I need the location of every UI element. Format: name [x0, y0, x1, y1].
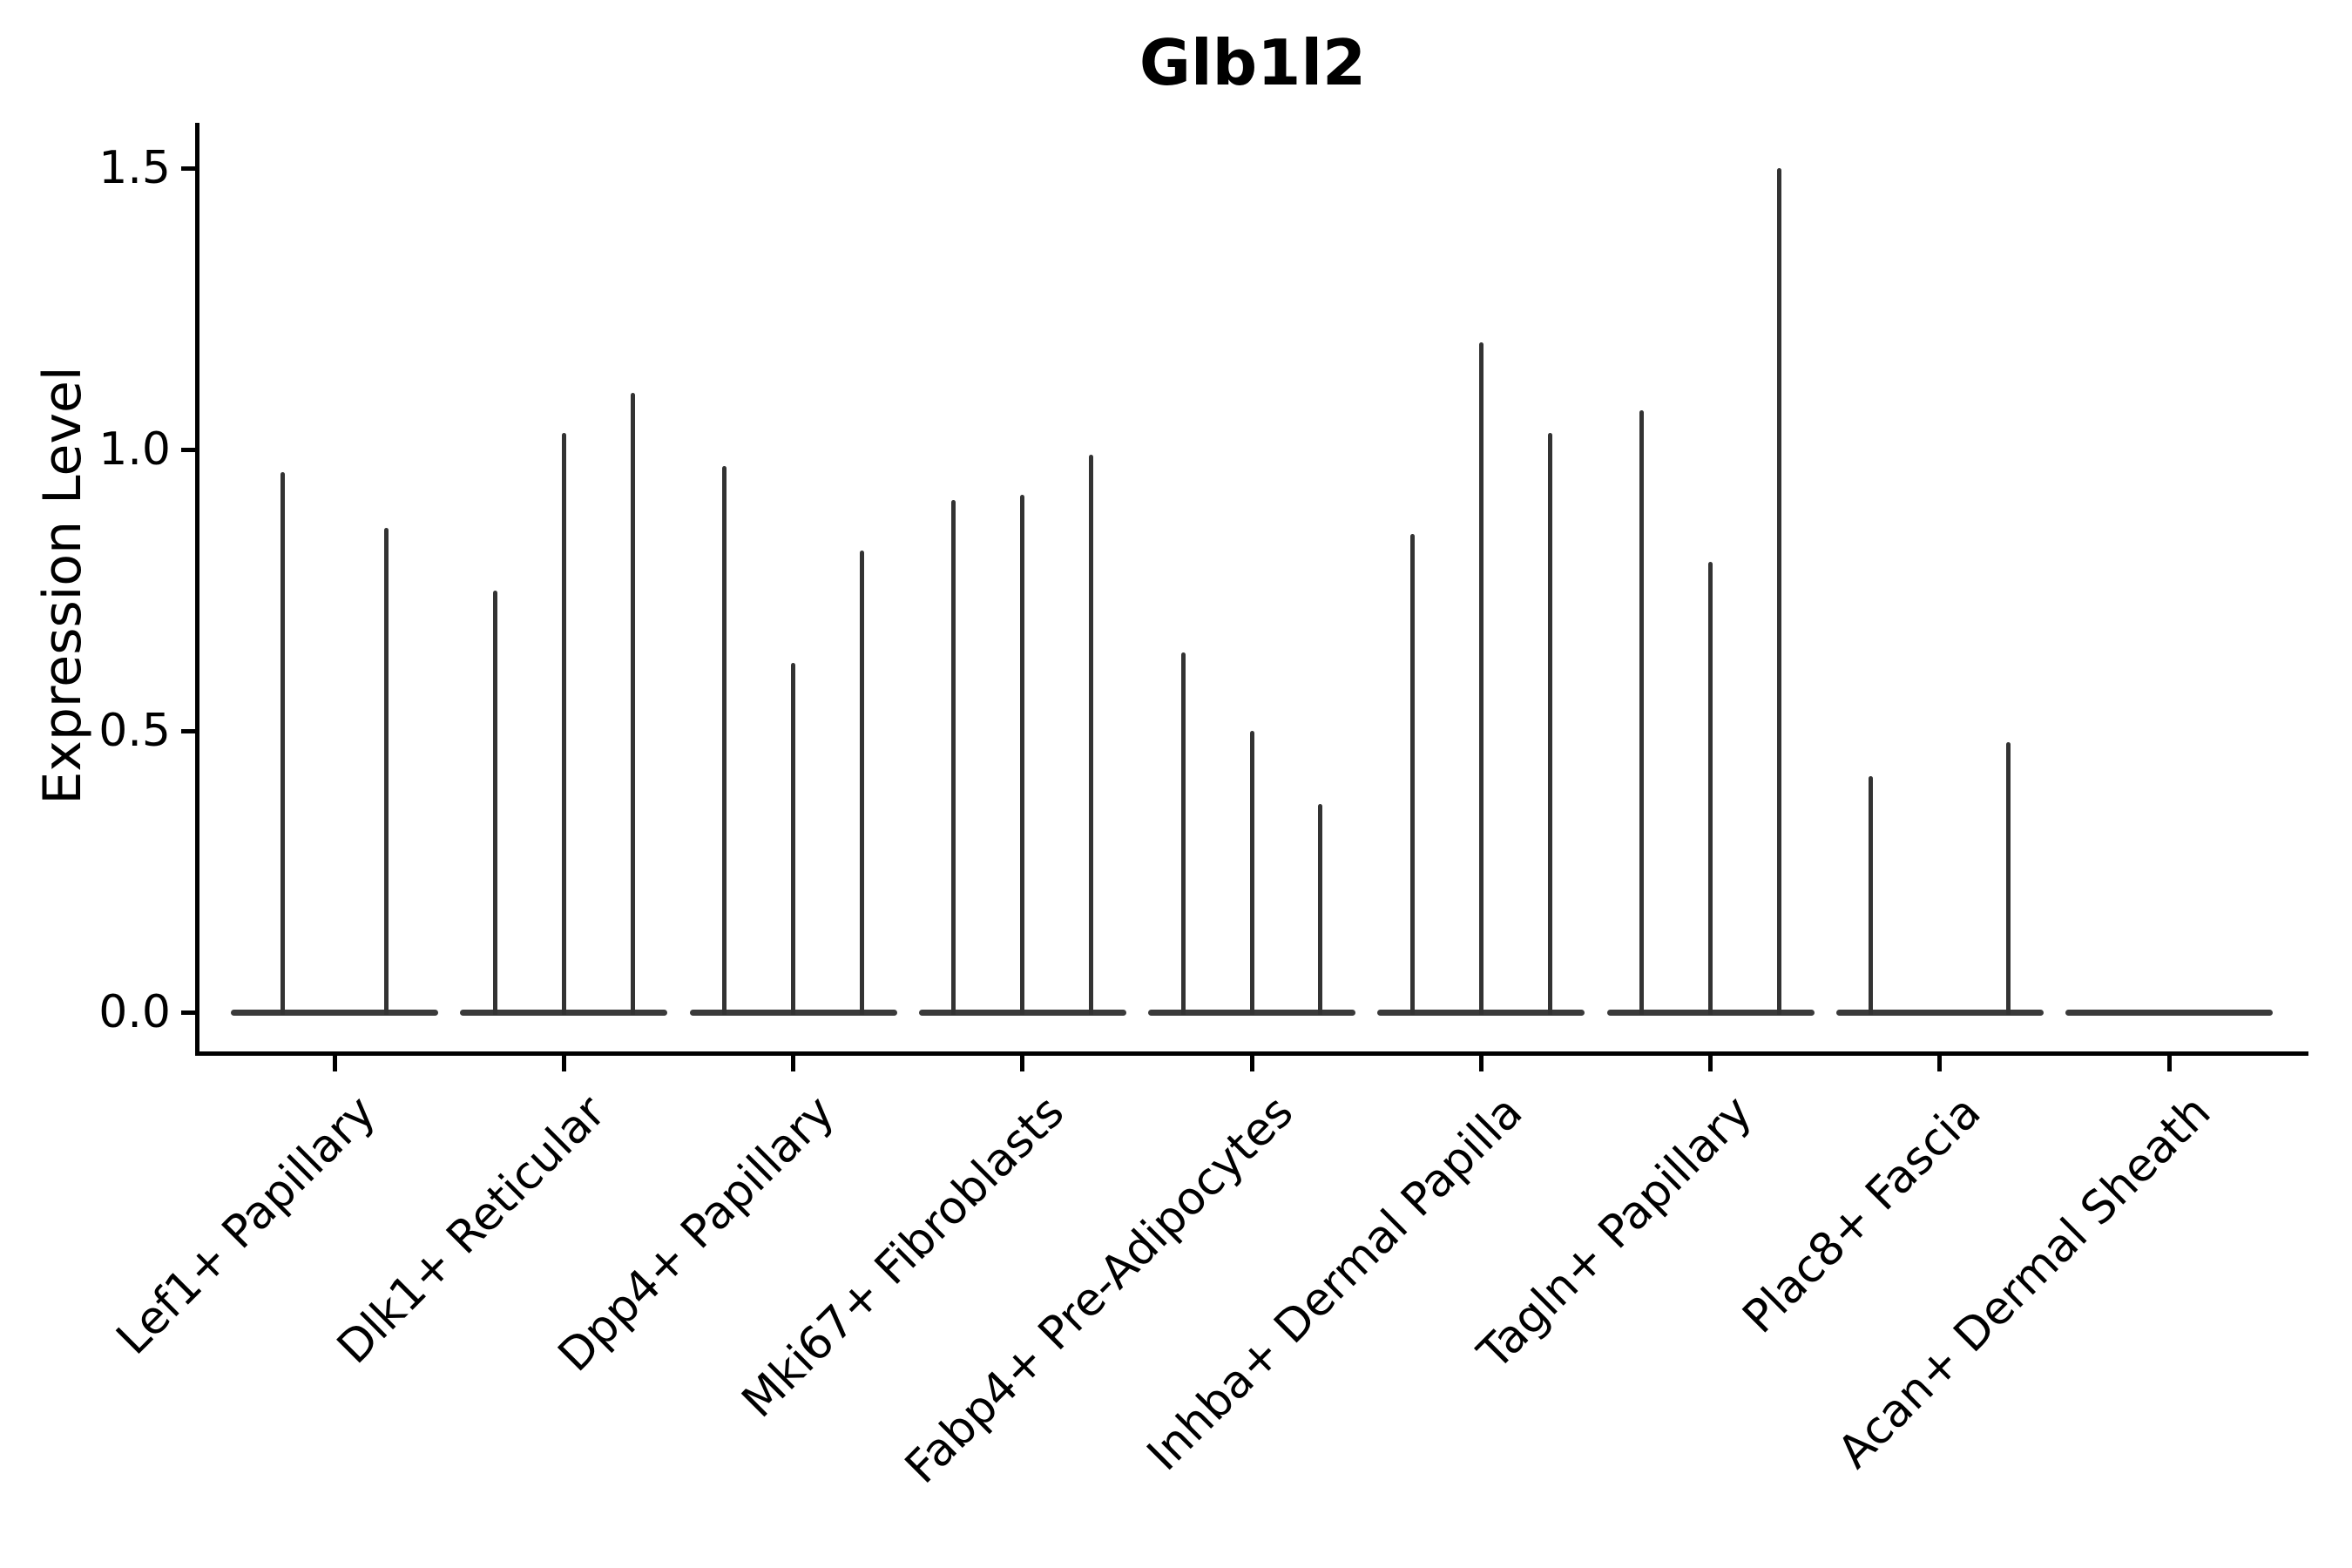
violin-spike	[951, 500, 956, 1015]
violin-spike	[1708, 562, 1713, 1015]
x-tick	[1249, 1056, 1254, 1071]
violin-spike	[280, 471, 286, 1015]
chart-title: Glb1l2	[1139, 26, 1367, 99]
violin-spike	[1776, 168, 1781, 1015]
x-tick	[791, 1056, 795, 1071]
violin-spike	[1478, 342, 1484, 1015]
violin-baseline	[2065, 1009, 2273, 1016]
violin-spike	[2006, 741, 2011, 1015]
y-tick	[181, 728, 195, 733]
violin-spike	[383, 528, 389, 1015]
violin-spike	[1639, 409, 1645, 1015]
violin-spike	[1869, 775, 1874, 1015]
x-tick	[1937, 1056, 1943, 1071]
x-tick	[561, 1056, 566, 1071]
violin-spike	[859, 551, 864, 1015]
x-tick-label: Acan+ Dermal Sheath	[1828, 1085, 2221, 1479]
violin-spike	[630, 393, 635, 1015]
violin-spike	[1547, 432, 1552, 1015]
y-tick	[181, 447, 195, 452]
x-tick	[1020, 1056, 1025, 1071]
y-tick-label: 0.0	[98, 986, 171, 1038]
y-tick	[181, 166, 195, 171]
x-tick	[332, 1056, 337, 1071]
x-tick	[1478, 1056, 1484, 1071]
violin-spike	[1089, 455, 1094, 1015]
violin-spike	[1318, 803, 1323, 1015]
x-tick-label: Fabp4+ Pre-Adipocytes	[895, 1085, 1304, 1494]
violin-baseline	[231, 1009, 438, 1016]
y-tick-label: 0.5	[98, 705, 171, 757]
violin-spike	[1180, 652, 1186, 1015]
violin-spike	[1249, 731, 1254, 1015]
y-tick-label: 1.0	[98, 423, 171, 476]
x-tick-label: Plac8+ Fascia	[1733, 1085, 1991, 1344]
violin-spike	[492, 590, 497, 1015]
violin-spike	[1020, 494, 1025, 1015]
y-tick-label: 1.5	[98, 142, 171, 194]
x-tick-label: Inhba+ Dermal Papilla	[1137, 1085, 1533, 1482]
y-axis	[195, 123, 199, 1056]
violin-spike	[791, 663, 795, 1015]
violin-spike	[561, 432, 566, 1015]
violin-spike	[722, 466, 727, 1015]
violin-spike	[1409, 533, 1415, 1015]
violin-baseline	[1835, 1009, 2044, 1016]
x-axis	[195, 1051, 2308, 1056]
x-tick	[2166, 1056, 2172, 1071]
x-tick	[1708, 1056, 1713, 1071]
y-tick	[181, 1010, 195, 1015]
